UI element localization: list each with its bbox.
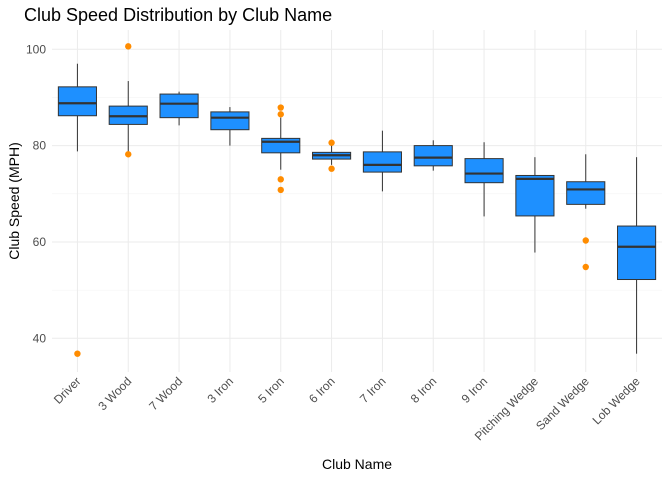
y-tick-label: 100 <box>26 42 46 56</box>
outlier-point <box>74 350 81 357</box>
box <box>617 225 657 281</box>
box <box>261 137 301 154</box>
outlier-point <box>277 186 284 194</box>
x-tick-label: 9 Iron <box>459 374 491 406</box>
x-tick-label: 7 Iron <box>357 374 389 406</box>
x-tick-label: Lob Wedge <box>590 374 643 427</box>
box <box>413 145 453 167</box>
y-tick-label: 60 <box>33 235 47 249</box>
x-axis-title: Club Name <box>322 456 392 472</box>
outlier-point <box>328 165 335 172</box>
y-axis-title: Club Speed (MPH) <box>6 142 22 260</box>
outlier-point <box>582 237 589 244</box>
x-tick-label: 6 Iron <box>306 374 338 406</box>
x-tick-label: 3 Wood <box>95 374 134 413</box>
outlier-point <box>328 139 335 146</box>
x-tick-label: 8 Iron <box>408 374 440 406</box>
x-tick-label: Driver <box>51 374 84 407</box>
x-tick-label: Sand Wedge <box>533 374 592 433</box>
x-tick-label: 7 Wood <box>146 374 185 413</box>
box <box>57 86 97 117</box>
box <box>464 158 504 184</box>
outlier-point <box>277 104 284 111</box>
box <box>362 151 402 173</box>
box <box>159 93 199 119</box>
outlier-point <box>277 111 284 118</box>
box <box>515 174 555 217</box>
x-tick-label: 3 Iron <box>204 374 236 406</box>
outlier-point <box>277 176 284 183</box>
box <box>566 181 606 205</box>
outlier-point <box>125 43 132 50</box>
x-tick-label: 5 Iron <box>255 374 287 406</box>
y-tick-label: 40 <box>33 331 47 345</box>
outlier-point <box>125 151 132 158</box>
y-tick-label: 80 <box>33 139 47 153</box>
chart-title: Club Speed Distribution by Club Name <box>24 5 333 25</box>
box <box>210 111 250 131</box>
outlier-point <box>582 263 589 271</box>
